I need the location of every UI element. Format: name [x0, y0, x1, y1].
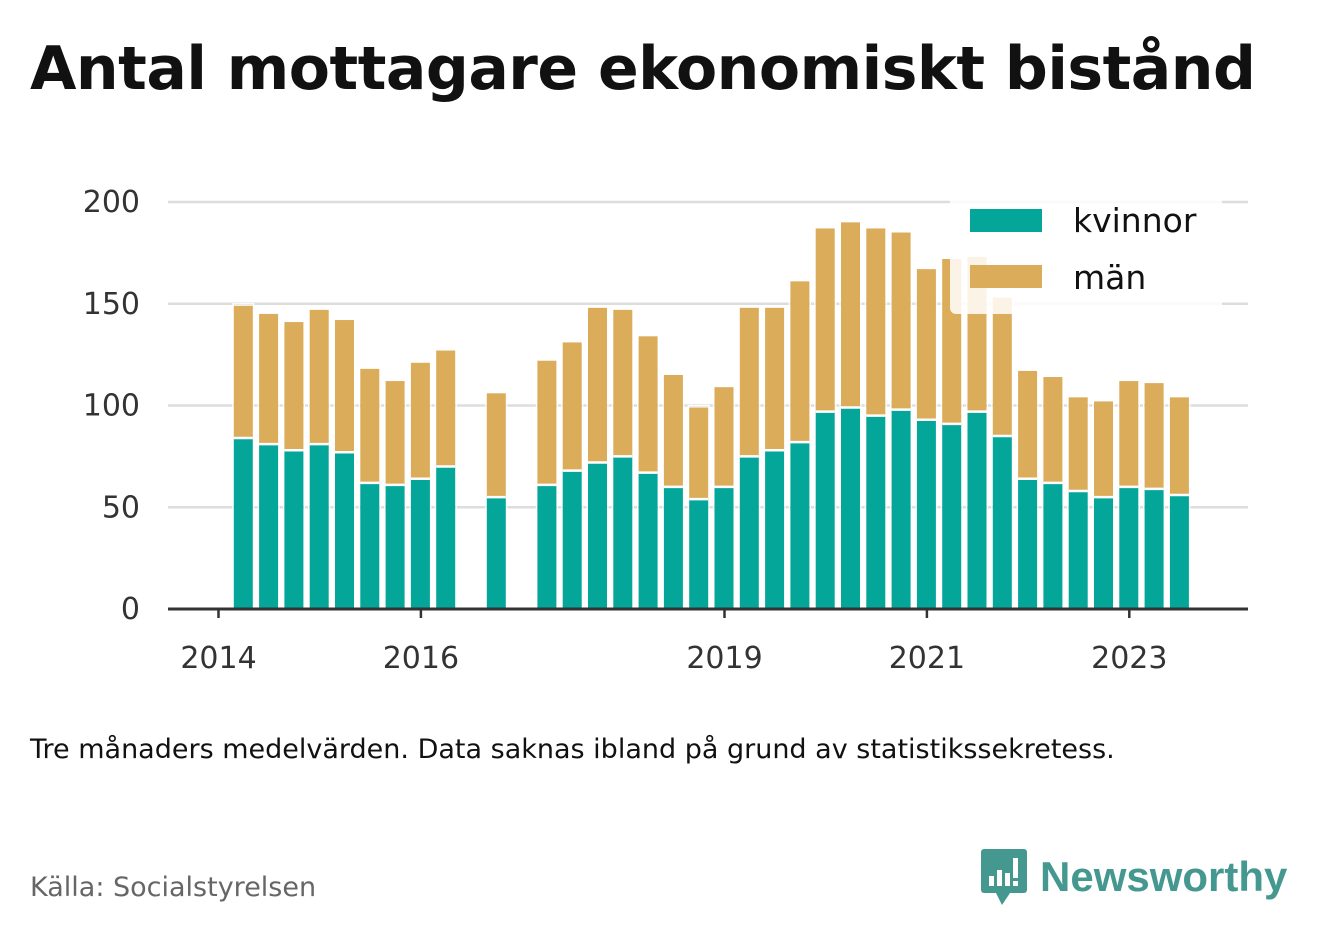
bar-man — [1119, 381, 1139, 487]
bar-kvinnor — [916, 419, 936, 609]
bar-kvinnor — [841, 407, 860, 609]
bar-kvinnor — [309, 444, 329, 609]
bar-kvinnor — [765, 450, 785, 609]
bar-man — [1043, 377, 1063, 483]
x-tick-label: 2021 — [889, 641, 965, 676]
bar-man — [992, 297, 1012, 437]
bar-kvinnor — [284, 450, 304, 609]
bar-man — [714, 387, 734, 487]
bar-man — [284, 322, 304, 451]
bar-man — [562, 342, 582, 471]
bar-man — [1144, 383, 1164, 489]
bar-kvinnor — [967, 411, 987, 609]
y-tick-label: 0 — [121, 592, 140, 627]
chart-note: Tre månaders medelvärden. Data saknas ib… — [30, 734, 1115, 765]
bar-man — [1094, 401, 1113, 498]
bar-kvinnor — [360, 482, 380, 609]
bar-kvinnor — [233, 438, 253, 609]
bar-kvinnor — [562, 470, 582, 609]
y-tick-label: 150 — [83, 287, 140, 322]
bar-man — [1018, 370, 1038, 479]
bar-man — [335, 320, 354, 453]
bar-man — [689, 407, 709, 500]
bar-kvinnor — [689, 499, 709, 609]
bar-kvinnor — [815, 411, 835, 609]
y-tick-label: 200 — [83, 185, 140, 220]
legend-label-kvinnor: kvinnor — [1073, 201, 1197, 240]
x-tick-label: 2014 — [180, 641, 256, 676]
bar-man — [765, 307, 785, 451]
bar-man — [1068, 397, 1088, 491]
bar-man — [815, 228, 835, 412]
bar-man — [259, 313, 279, 445]
bar-kvinnor — [866, 415, 886, 609]
bar-man — [233, 305, 253, 439]
bar-man — [385, 381, 405, 485]
x-tick-label: 2016 — [383, 641, 459, 676]
bar-man — [841, 222, 860, 408]
bar-kvinnor — [1094, 497, 1113, 609]
bar-man — [436, 350, 456, 467]
bar-man — [866, 228, 886, 416]
bar-man — [410, 362, 430, 479]
legend: kvinnor män — [950, 188, 1222, 314]
bar-kvinnor — [259, 444, 279, 609]
brand-name: Newsworthy — [1040, 853, 1288, 900]
bar-kvinnor — [385, 484, 405, 609]
bar-kvinnor — [1119, 486, 1139, 609]
legend-swatch-kvinnor — [970, 209, 1042, 232]
source-text: Källa: Socialstyrelsen — [30, 872, 317, 903]
bar-kvinnor — [891, 409, 911, 609]
bar-kvinnor — [613, 456, 633, 609]
bar-kvinnor — [638, 472, 658, 609]
bar-man — [739, 307, 759, 457]
bar-kvinnor — [790, 442, 810, 609]
bar-kvinnor — [739, 456, 759, 609]
bar-man — [588, 307, 607, 463]
bar-kvinnor — [663, 486, 683, 609]
bar-kvinnor — [588, 462, 607, 609]
y-tick-label: 50 — [102, 490, 140, 525]
bar-man — [360, 368, 380, 483]
bar-man — [790, 281, 810, 443]
x-tick-label: 2019 — [686, 641, 762, 676]
x-axis: 2014 2016 2019 2021 2023 — [168, 607, 1248, 676]
chart: 0 50 100 150 200 2014 2016 2019 2021 2023 kvinno… — [83, 185, 1248, 676]
bar-kvinnor — [410, 478, 430, 609]
bar-man — [537, 360, 557, 485]
y-tick-label: 100 — [83, 389, 140, 424]
bar-kvinnor — [1169, 495, 1189, 609]
bar-kvinnor — [1018, 478, 1038, 609]
bar-kvinnor — [1043, 482, 1063, 609]
bar-kvinnor — [335, 452, 354, 609]
bar-man — [638, 336, 658, 473]
legend-swatch-man — [970, 265, 1042, 288]
bar-man — [663, 374, 683, 487]
bar-kvinnor — [1068, 490, 1088, 609]
legend-label-man: män — [1073, 258, 1146, 297]
newsworthy-logo-icon — [981, 849, 1027, 905]
bar-man — [613, 309, 633, 457]
bar-man — [916, 269, 936, 420]
x-tick-label: 2023 — [1091, 641, 1167, 676]
bar-kvinnor — [436, 466, 456, 609]
bar-kvinnor — [992, 436, 1012, 609]
bar-man — [309, 309, 329, 445]
bar-kvinnor — [537, 484, 557, 609]
bar-man — [486, 393, 506, 498]
bar-man — [891, 232, 911, 410]
bar-kvinnor — [486, 497, 506, 609]
y-axis-ticks: 0 50 100 150 200 — [83, 185, 140, 627]
bar-kvinnor — [714, 486, 734, 609]
chart-title: Antal mottagare ekonomiskt bistånd — [30, 34, 1256, 104]
bar-kvinnor — [942, 423, 962, 609]
bar-kvinnor — [1144, 488, 1164, 609]
brand-logo: Newsworthy — [980, 848, 1287, 906]
bar-man — [1169, 397, 1189, 496]
